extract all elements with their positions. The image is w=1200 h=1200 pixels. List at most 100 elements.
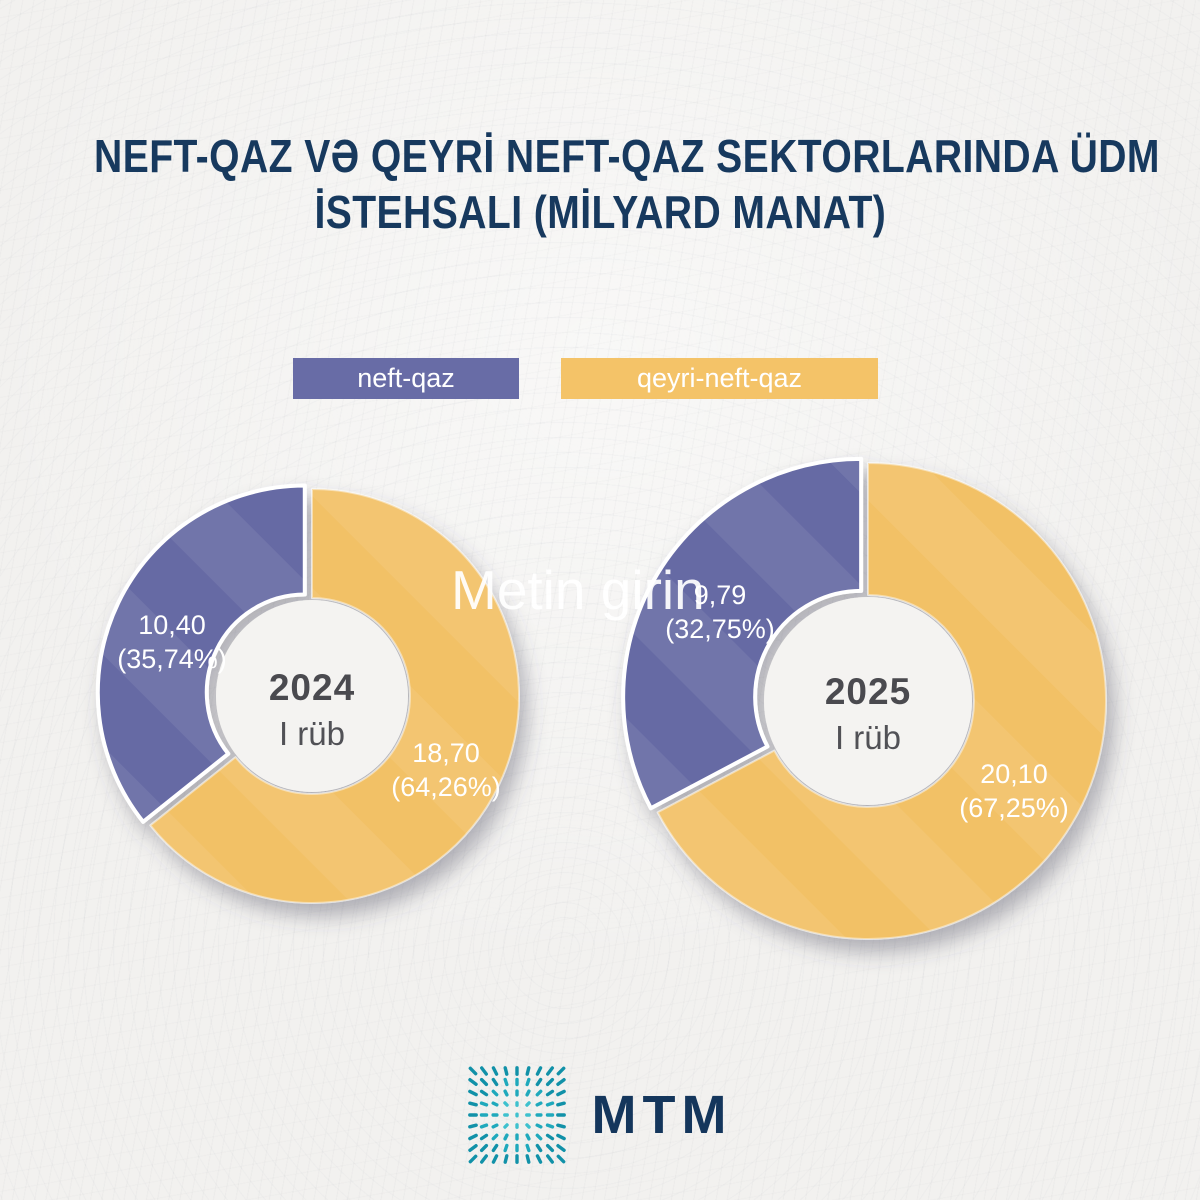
logo-dash [490, 1113, 499, 1117]
logo-dash [491, 1123, 499, 1129]
logo-dash [556, 1066, 565, 1076]
logo-dash [524, 1143, 531, 1153]
logo-dash [545, 1113, 554, 1117]
label-2024-neft-qaz-percent: (35,74%) [117, 644, 227, 675]
center-quarter-2024: I rüb [278, 715, 346, 752]
logo-dash [491, 1133, 498, 1141]
label-2025-neft-qaz-percent: (32,75%) [665, 614, 775, 645]
page-title-line1: NEFT-QAZ VƏ QEYRİ NEFT-QAZ SEKTORLARINDA… [94, 130, 1160, 182]
center-label-2025: 2025 I rüb [768, 671, 968, 757]
logo-dash [514, 1112, 519, 1118]
logo-dash [535, 1123, 543, 1129]
logo-dash [545, 1077, 554, 1087]
mtm-starburst-logo-icon [467, 1066, 566, 1164]
logo-dash [535, 1133, 542, 1141]
logo-dash [491, 1089, 498, 1097]
logo-dash [514, 1143, 519, 1153]
logo-dash [467, 1113, 478, 1117]
logo-dash [545, 1154, 554, 1164]
center-year-2025: 2025 [824, 671, 912, 712]
logo-dash [545, 1101, 554, 1107]
logo-dash [467, 1101, 478, 1107]
logo-dash [545, 1066, 554, 1076]
logo-dash [556, 1154, 565, 1164]
logo-dash [514, 1077, 519, 1087]
logo-dash [479, 1113, 488, 1117]
logo-dash [467, 1078, 478, 1086]
logo-dash [479, 1133, 488, 1141]
logo-dash [545, 1089, 554, 1097]
label-2025-qeyri-value: 20,10 [980, 759, 1048, 789]
logo-dash [502, 1113, 509, 1117]
slice-sheen [657, 463, 1106, 939]
logo-dash [524, 1113, 531, 1117]
logo-dash [467, 1089, 478, 1097]
logo-dash [502, 1101, 509, 1107]
logo-dash [479, 1123, 488, 1129]
legend-label-qeyri-neft-qaz: qeyri-neft-qaz [636, 363, 803, 393]
logo-dash [545, 1133, 554, 1141]
logo-dash [514, 1133, 519, 1141]
logo-dash [467, 1123, 478, 1129]
label-2025-qeyri-neft-qaz: 20,10 (67,25%) [914, 757, 1114, 825]
slice-sheen [150, 488, 520, 903]
logo-dash [479, 1066, 488, 1076]
logo-dash [555, 1113, 566, 1117]
center-label-2024: 2024 I rüb [212, 667, 412, 753]
page-title: NEFT-QAZ VƏ QEYRİ NEFT-QAZ SEKTORLARINDA… [0, 128, 1200, 240]
logo-dash [502, 1143, 509, 1153]
logo-dash [535, 1089, 542, 1097]
logo-dash [535, 1101, 543, 1107]
logo-dash [467, 1133, 478, 1141]
logo-dash [535, 1154, 542, 1164]
legend-item-qeyri-neft-qaz: qeyri-neft-qaz [561, 358, 878, 399]
logo-dash [514, 1066, 519, 1076]
logo-dash [514, 1101, 519, 1107]
logo-dash [467, 1144, 478, 1152]
donut-hole [764, 597, 972, 805]
label-2025-qeyri-percent: (67,25%) [959, 793, 1069, 824]
donut-chart-2024 [95, 483, 520, 904]
logo-dash [514, 1154, 519, 1164]
logo-dash [535, 1077, 542, 1087]
logo-dash [479, 1077, 488, 1087]
placeholder-watermark-text: Metin girin [451, 559, 705, 621]
logo-dash [524, 1123, 531, 1129]
logo-dash [503, 1154, 509, 1164]
label-2024-qeyri-value: 18,70 [412, 738, 480, 768]
label-2024-qeyri-percent: (64,26%) [391, 772, 501, 803]
label-2024-qeyri-neft-qaz: 18,70 (64,26%) [356, 736, 536, 804]
logo-dash [468, 1066, 477, 1076]
logo-dash [555, 1089, 566, 1097]
logo-dash [555, 1123, 566, 1129]
label-2025-neft-qaz-value: 9,79 [693, 580, 747, 610]
logo-dash [514, 1123, 519, 1129]
logo-dash [502, 1123, 509, 1129]
logo-dash [479, 1089, 488, 1097]
logo-dash [502, 1133, 509, 1141]
logo-dash [479, 1143, 488, 1153]
legend-item-neft-qaz: neft-qaz [293, 358, 519, 399]
slice-sheen [97, 485, 305, 822]
logo-dash [545, 1143, 554, 1153]
logo-dash [503, 1066, 509, 1076]
label-2024-neft-qaz-value: 10,40 [138, 610, 206, 640]
logo-dash [491, 1101, 499, 1107]
logo-dash [514, 1089, 519, 1097]
logo-dash [535, 1066, 542, 1076]
mtm-logo-text: MTM [591, 1085, 733, 1145]
logo-dash [491, 1154, 498, 1164]
label-2024-neft-qaz: 10,40 (35,74%) [82, 608, 262, 676]
logo-dash [534, 1113, 543, 1117]
slice-sheen [623, 458, 862, 809]
donut-chart-2025 [621, 456, 1107, 940]
logo-dash [479, 1101, 488, 1107]
logo-dash [491, 1077, 498, 1087]
label-2025-neft-qaz: 9,79 (32,75%) [620, 578, 820, 646]
logo-dash [491, 1143, 498, 1153]
logo-dash [502, 1089, 509, 1097]
logo-dash [524, 1101, 531, 1107]
logo-dash [491, 1066, 498, 1076]
